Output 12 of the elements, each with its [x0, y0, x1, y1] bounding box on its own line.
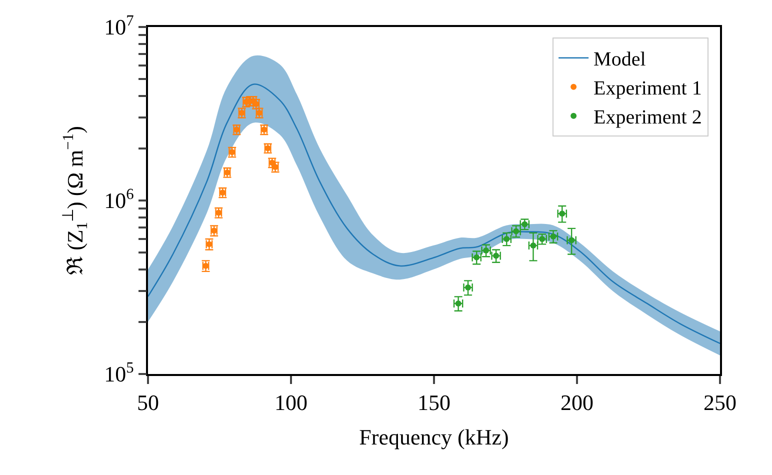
x-tick-label: 200 — [560, 390, 594, 416]
legend-label: Experiment 2 — [594, 106, 702, 129]
y-tick-label: 10$^{6}$ — [104, 186, 134, 214]
y-tick-label: 10$^{7}$ — [104, 12, 134, 40]
x-axis-title: Frequency (kHz) — [359, 424, 509, 450]
x-tick-label: 150 — [418, 390, 450, 416]
y-tick-label: 10$^{5}$ — [104, 359, 134, 387]
x-tick-label: 250 — [704, 390, 736, 416]
x-tick-label: 100 — [274, 390, 308, 416]
legend-label: Model — [594, 48, 646, 71]
legend-label: Experiment 1 — [594, 78, 702, 100]
x-tick-label: 50 — [137, 390, 159, 416]
